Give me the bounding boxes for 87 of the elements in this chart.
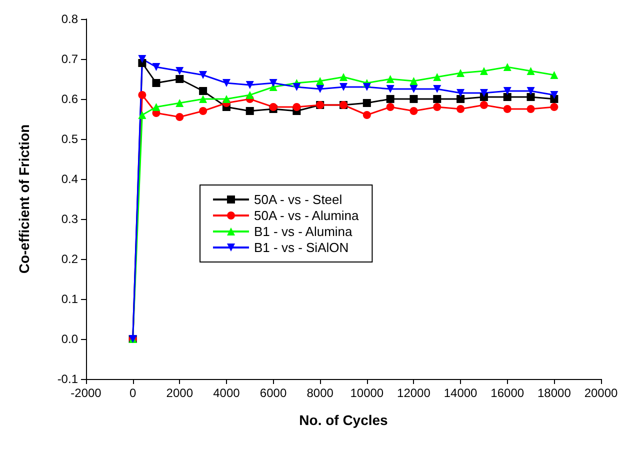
point	[138, 91, 146, 99]
point	[503, 63, 512, 71]
point	[292, 103, 301, 111]
legend-label: 50A - vs - Steel	[254, 192, 342, 207]
point	[433, 85, 442, 93]
point	[362, 111, 371, 119]
point	[176, 75, 184, 83]
y-tick-label: 0.1	[61, 292, 78, 306]
point	[386, 75, 394, 83]
point	[246, 91, 254, 99]
point	[176, 67, 184, 75]
point	[152, 63, 160, 71]
x-tick-label: 0	[129, 386, 136, 400]
point	[199, 95, 208, 103]
point	[526, 87, 535, 95]
point	[433, 73, 442, 81]
y-tick-label: 0.4	[61, 172, 78, 186]
x-axis-title: No. of Cycles	[299, 412, 388, 428]
point	[362, 83, 371, 91]
x-tick-label: 6000	[260, 386, 287, 400]
legend-label: B1 - vs - SiAlON	[254, 240, 349, 255]
x-tick-label: 2000	[166, 386, 194, 400]
point	[152, 79, 160, 87]
x-tick-label: -2000	[70, 386, 102, 400]
point	[410, 85, 418, 93]
legend-label: B1 - vs - Alumina	[254, 224, 354, 239]
point	[480, 101, 488, 109]
x-tick-label: 14000	[444, 386, 478, 400]
x-tick-label: 16000	[490, 386, 524, 400]
point	[199, 107, 208, 115]
point	[199, 87, 208, 95]
point	[386, 103, 394, 111]
y-axis-title: Co-efficient of Friction	[16, 124, 32, 274]
point	[176, 113, 184, 121]
point	[222, 95, 230, 103]
point	[550, 103, 558, 111]
point	[456, 105, 465, 113]
point	[386, 95, 394, 103]
y-tick-label: 0.0	[61, 332, 78, 346]
point	[503, 87, 512, 95]
y-tick-label: -0.1	[57, 372, 78, 386]
x-tick-label: 8000	[306, 386, 334, 400]
point	[176, 99, 184, 107]
point	[456, 95, 465, 103]
x-tick-label: 10000	[350, 386, 384, 400]
x-tick-label: 12000	[397, 386, 431, 400]
y-tick-label: 0.7	[61, 52, 78, 66]
point	[199, 71, 208, 79]
point	[152, 103, 160, 111]
point	[550, 91, 558, 99]
point	[138, 111, 146, 119]
x-tick-label: 4000	[213, 386, 240, 400]
point	[386, 85, 394, 93]
point	[480, 89, 488, 97]
point	[410, 107, 418, 115]
legend-label: 50A - vs - Alumina	[254, 208, 360, 223]
point	[316, 85, 324, 93]
point	[246, 81, 254, 89]
point	[340, 73, 348, 81]
point	[456, 69, 465, 77]
point	[526, 105, 535, 113]
point	[480, 67, 488, 75]
y-tick-label: 0.8	[61, 12, 78, 26]
point	[362, 99, 371, 107]
point	[503, 105, 512, 113]
point	[316, 77, 324, 85]
x-tick-label: 18000	[537, 386, 572, 400]
point	[340, 83, 348, 91]
point	[526, 93, 535, 101]
point	[410, 77, 418, 85]
y-tick-label: 0.3	[61, 212, 78, 226]
point	[550, 71, 558, 79]
point	[456, 89, 465, 97]
point	[246, 107, 254, 115]
point	[433, 103, 442, 111]
point	[526, 67, 535, 75]
point	[410, 95, 418, 103]
point	[433, 95, 442, 103]
point	[138, 55, 146, 63]
point	[503, 93, 512, 101]
point	[292, 83, 301, 91]
point	[222, 79, 230, 87]
y-tick-label: 0.5	[61, 132, 78, 146]
x-tick-label: 20000	[584, 386, 618, 400]
y-tick-label: 0.6	[61, 92, 78, 106]
y-tick-label: 0.2	[61, 252, 78, 266]
point	[269, 79, 278, 87]
